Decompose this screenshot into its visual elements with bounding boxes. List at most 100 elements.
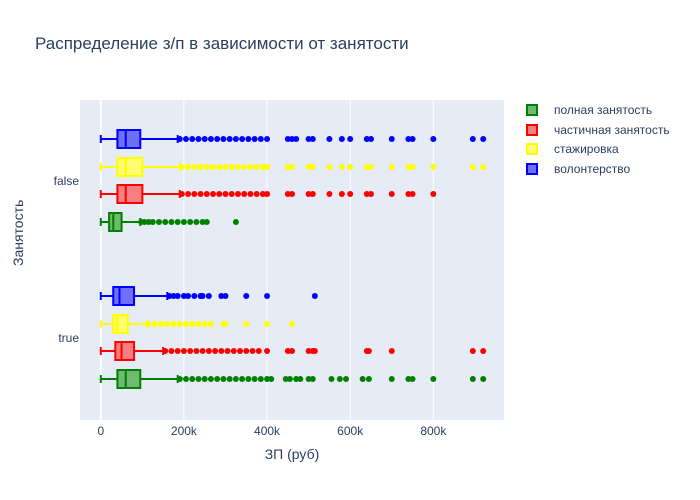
outlier-point — [347, 191, 354, 197]
outlier-point — [326, 191, 333, 197]
outlier-point — [203, 219, 210, 225]
outlier-point — [338, 191, 345, 197]
outlier-point — [205, 348, 212, 354]
outlier-point — [305, 376, 312, 382]
outlier-point — [284, 348, 291, 354]
x-tick-label: 200k — [171, 424, 198, 438]
outlier-point — [205, 293, 212, 299]
outlier-point — [259, 164, 266, 170]
outlier-point — [430, 191, 437, 197]
outlier-point — [297, 376, 304, 382]
legend-item[interactable]: стажировка — [524, 140, 694, 158]
outlier-point — [191, 191, 198, 197]
outlier-point — [180, 219, 187, 225]
outlier-point — [155, 219, 162, 225]
outlier-point — [264, 293, 271, 299]
outlier-point — [183, 321, 189, 327]
x-tick-label: 600k — [337, 424, 364, 438]
legend-item[interactable]: частичная занятость — [524, 121, 694, 139]
outlier-point — [197, 191, 204, 197]
outlier-point — [220, 136, 227, 142]
outlier-point — [222, 191, 229, 197]
outlier-point — [309, 191, 316, 197]
outlier-point — [178, 191, 185, 197]
y-axis-label: Занятость — [10, 199, 26, 266]
outlier-point — [388, 348, 395, 354]
outlier-point — [251, 136, 258, 142]
outlier-point — [214, 136, 221, 142]
outlier-point — [409, 191, 416, 197]
outlier-point — [234, 191, 241, 197]
outlier-point — [245, 376, 252, 382]
outlier-point — [282, 376, 289, 382]
outlier-point — [158, 321, 165, 327]
outlier-point — [185, 191, 192, 197]
outlier-point — [480, 164, 487, 170]
outlier-point — [405, 136, 412, 142]
outlier-point — [363, 191, 370, 197]
outlier-point — [203, 191, 210, 197]
legend-label: частичная занятость — [554, 122, 670, 137]
legend-swatch — [526, 143, 538, 155]
outlier-point — [255, 348, 262, 354]
outlier-point — [176, 136, 183, 142]
outlier-point — [249, 348, 256, 354]
outlier-point — [216, 164, 223, 170]
outlier-point — [328, 376, 335, 382]
outlier-point — [264, 348, 271, 354]
outlier-point — [480, 348, 487, 354]
outlier-point — [180, 293, 187, 299]
outlier-point — [214, 376, 221, 382]
outlier-point — [245, 136, 252, 142]
outlier-point — [145, 219, 152, 225]
outlier-point — [409, 136, 416, 142]
outlier-point — [289, 321, 295, 327]
x-axis-label: ЗП (руб) — [264, 446, 320, 462]
y-tick-label: false — [54, 174, 80, 188]
outlier-point — [207, 321, 214, 327]
outlier-point — [367, 191, 374, 197]
outlier-point — [232, 376, 239, 382]
outlier-point — [187, 348, 194, 354]
outlier-point — [226, 376, 233, 382]
outlier-point — [388, 191, 395, 197]
box — [116, 129, 142, 149]
outlier-point — [174, 348, 181, 354]
legend-label: стажировка — [554, 142, 619, 156]
plot-background — [80, 100, 504, 420]
outlier-point — [289, 136, 295, 142]
outlier-point — [232, 219, 239, 225]
outlier-point — [336, 376, 343, 382]
outlier-point — [176, 321, 183, 327]
outlier-point — [409, 164, 416, 170]
outlier-point — [469, 348, 476, 354]
outlier-point — [243, 293, 250, 299]
outlier-point — [326, 164, 333, 170]
outlier-point — [191, 164, 198, 170]
legend-item[interactable]: волонтерство — [524, 160, 694, 178]
box — [116, 184, 144, 204]
legend-item[interactable]: полная занятость — [524, 101, 694, 119]
box — [112, 286, 136, 306]
outlier-point — [149, 219, 156, 225]
outlier-point — [405, 376, 412, 382]
legend-swatch — [526, 123, 538, 136]
outlier-point — [222, 321, 229, 327]
outlier-point — [189, 136, 196, 142]
outlier-point — [176, 376, 183, 382]
outlier-point — [264, 321, 271, 327]
legend-label: полная занятость — [554, 103, 653, 117]
outlier-point — [180, 348, 187, 354]
outlier-point — [243, 348, 250, 354]
outlier-point — [305, 164, 312, 170]
box — [116, 369, 142, 389]
outlier-point — [309, 164, 316, 170]
outlier-point — [226, 136, 233, 142]
outlier-point — [338, 136, 345, 142]
legend-label: волонтерство — [554, 161, 631, 176]
outlier-point — [251, 376, 258, 382]
outlier-point — [207, 376, 214, 382]
outlier-point — [367, 164, 374, 170]
outlier-point — [199, 219, 206, 225]
